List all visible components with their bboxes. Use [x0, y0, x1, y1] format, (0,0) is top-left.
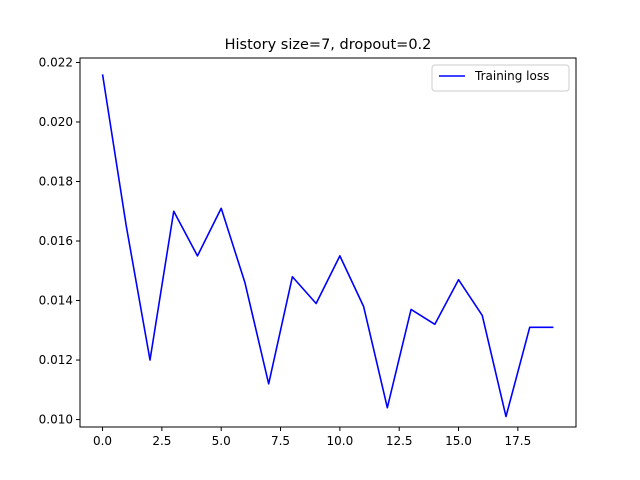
y-tick-label: 0.012	[39, 353, 73, 367]
legend-label: Training loss	[474, 69, 549, 83]
x-tick-label: 15.0	[445, 434, 472, 448]
x-tick-label: 12.5	[386, 434, 413, 448]
axes-frame	[79, 57, 577, 428]
y-tick-label: 0.014	[39, 294, 73, 308]
x-tick-label: 7.5	[271, 434, 290, 448]
chart-title: History size=7, dropout=0.2	[225, 37, 432, 53]
legend: Training loss	[431, 64, 570, 92]
series-line-0	[101, 74, 554, 418]
y-tick-label: 0.010	[39, 413, 73, 427]
x-tick-label: 10.0	[327, 434, 354, 448]
y-tick-label: 0.018	[39, 174, 73, 188]
axes-layer: 0.0 2.5 5.0 7.5 10.0 12.5 15.0 17.5 0.010 0.012 0.…	[39, 55, 577, 448]
x-tick-label: 5.0	[212, 434, 231, 448]
y-tick-label: 0.020	[39, 115, 73, 129]
legend-box	[431, 64, 570, 92]
x-tick-label: 0.0	[93, 434, 112, 448]
y-tick-label: 0.022	[39, 55, 73, 69]
x-tick-label: 2.5	[152, 434, 171, 448]
series-layer	[101, 74, 554, 418]
plot-area	[80, 58, 576, 427]
y-tick-label: 0.016	[39, 234, 73, 248]
x-tick-label: 17.5	[504, 434, 531, 448]
